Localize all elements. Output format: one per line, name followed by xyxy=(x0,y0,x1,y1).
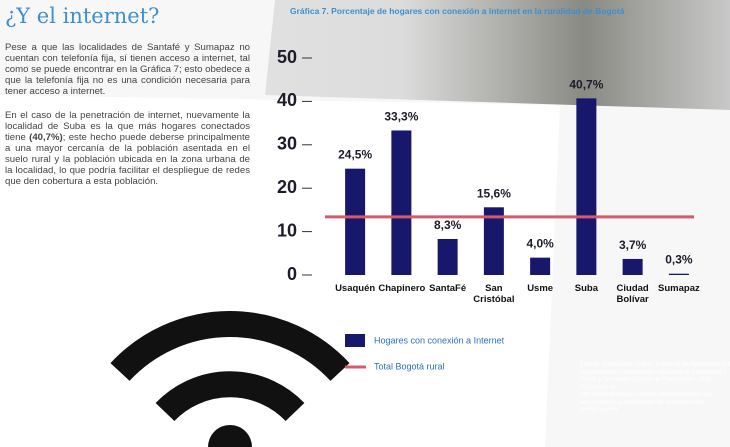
x-tick-label: Usaquén xyxy=(335,283,376,294)
y-tick-label: 50 xyxy=(277,47,297,67)
legend-label: Total Bogotá rural xyxy=(374,361,445,371)
text-bold: (40,7%) xyxy=(29,132,63,143)
paragraph: En el caso de la penetración de internet… xyxy=(5,110,250,187)
value-label: 33,3% xyxy=(384,109,418,123)
paragraph: Pese a que las localidades de Santafé y … xyxy=(5,42,250,97)
x-tick-label: Chapinero xyxy=(378,283,426,294)
x-tick-label: SantaFé xyxy=(429,283,467,294)
bar xyxy=(345,168,366,275)
value-label: 8,3% xyxy=(434,218,462,232)
bar xyxy=(622,258,643,275)
bar xyxy=(483,207,504,275)
value-label: 40,7% xyxy=(569,77,603,91)
source: Fuente: Elaboración propia. Encuesta Mul… xyxy=(580,362,730,413)
bar xyxy=(576,98,597,275)
text: ; este hecho puede deberse principalment… xyxy=(5,132,250,187)
x-tick-label: Usme xyxy=(527,283,554,294)
bar xyxy=(530,257,551,275)
y-tick-label: 0 xyxy=(287,264,297,284)
legend-label: Hogares con conexión a Internet xyxy=(374,335,505,345)
value-label: 24,5% xyxy=(338,148,372,162)
x-tick-label: Suba xyxy=(574,283,598,294)
y-tick-label: 10 xyxy=(277,220,297,240)
chart-title: Gráfica 7. Porcentaje de hogares con con… xyxy=(290,6,625,16)
value-label: 15,6% xyxy=(477,186,511,200)
value-label: 0,3% xyxy=(665,253,693,267)
y-tick-label: 40 xyxy=(277,90,297,110)
heading: ¿Y el internet? xyxy=(5,4,160,28)
value-label: 3,7% xyxy=(619,238,647,252)
y-tick-label: 30 xyxy=(277,134,297,154)
wifi-icon xyxy=(110,311,350,422)
bar xyxy=(391,130,412,275)
y-tick-label: 20 xyxy=(277,177,297,197)
text: En el caso de la penetración de internet… xyxy=(5,110,250,143)
legend-swatch xyxy=(345,334,365,347)
bar xyxy=(668,273,689,275)
x-tick-label: Ciudad Bolívar xyxy=(616,283,649,305)
bar xyxy=(437,238,458,275)
wifi-dot xyxy=(208,425,252,447)
value-label: 4,0% xyxy=(526,237,554,251)
x-tick-label: Sumapaz xyxy=(658,283,700,294)
x-tick-label: San Cristóbal xyxy=(473,283,515,305)
